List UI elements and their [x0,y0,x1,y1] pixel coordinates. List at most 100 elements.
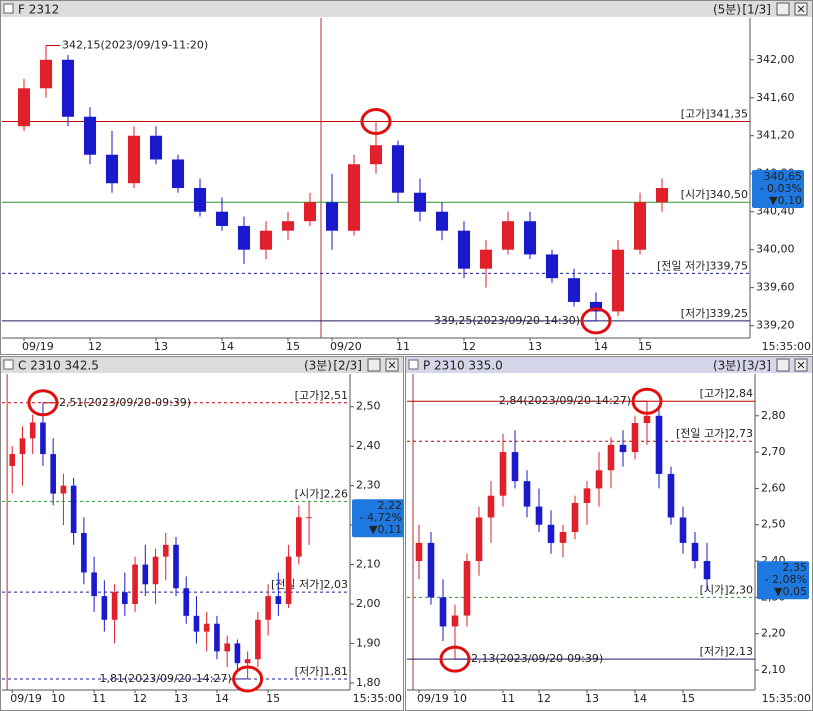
candle-body [589,301,603,312]
x-tick-label: 10 [453,692,467,705]
header-checkbox[interactable] [3,3,14,14]
y-tick-label: 339,20 [756,319,795,332]
candle-body [501,221,515,250]
level-label: [고가]341,35 [681,108,748,121]
candle-body [281,221,295,231]
x-tick-label: 13 [154,340,168,353]
last-diff: ▼0,10 [769,194,802,207]
y-tick-label: 342,00 [756,53,795,66]
candle-body [50,454,56,494]
candle-body [214,623,220,652]
candle-body [193,615,200,632]
candle-body [9,454,16,466]
x-tick-label: 12 [133,692,147,705]
candle-body [439,597,447,627]
y-tick-label: 2,30 [356,479,381,492]
candle-body [583,488,591,503]
header-checkbox[interactable] [3,359,14,370]
panel-frame [405,356,813,711]
last-price-box [352,499,404,538]
candle-body [203,623,210,632]
candle-body [475,517,483,562]
close-icon [388,361,396,369]
x-tick-label: 11 [396,340,410,353]
panel-title: F 2312 [18,3,59,17]
candle-body [479,249,493,269]
candle-body [132,564,138,604]
y-tick-label: 2,70 [761,445,786,458]
last-price: 2,35 [783,561,808,574]
time-label: 15:35:00 [762,692,811,705]
maximize-button[interactable] [367,358,381,372]
candle-body [224,643,230,652]
candle-body [487,495,495,518]
highlight-circle [27,389,59,417]
x-tick-label: 13 [585,692,599,705]
maximize-button[interactable] [776,358,790,372]
candle-body [111,592,118,620]
candle-body [171,159,185,188]
candle-body [244,659,251,664]
last-diff: ▼0,05 [774,585,807,598]
last-price: 340,65 [764,170,803,183]
highlight-circle [580,307,612,335]
panel-header [406,357,812,373]
last-change: - 2,08% [765,573,807,586]
candle-body [91,572,97,597]
y-tick-label: 341,20 [756,129,795,142]
highlight-circle [232,665,264,693]
candle-body [70,485,77,533]
last-price-box [757,561,809,600]
candle-body [255,619,261,660]
y-tick-label: 2,40 [356,439,381,452]
highlight-circle [631,387,663,415]
x-tick-label: 12 [462,340,476,353]
x-tick-label: 14 [594,340,608,353]
candle-body [415,542,423,562]
candle-body [29,422,36,439]
y-tick-label: 340,00 [756,243,795,256]
highlight-circle [360,108,392,136]
candle-body [655,415,663,474]
panel-page: [1/3] [742,3,771,17]
x-tick-label: 12 [88,340,102,353]
y-tick-label: 2,20 [761,627,786,640]
y-tick-label: 2,50 [356,400,381,413]
x-tick-label: 12 [537,692,551,705]
y-tick-label: 2,50 [761,518,786,531]
candle-body [457,230,471,269]
candle-body [451,615,459,627]
candle-body [369,145,383,165]
x-tick-label: 11 [501,692,515,705]
panel-title: P 2310 335.0 [423,359,503,373]
x-tick-label: 14 [633,692,647,705]
maximize-button[interactable] [776,2,790,16]
candle-body [142,564,149,585]
last-change: - 0,03% [760,182,802,195]
level-label: [전일 저가]339,75 [657,258,748,272]
candle-body [655,187,669,203]
level-label: [저가]339,25 [681,307,748,320]
x-tick-label: 15 [681,692,695,705]
candle-body [691,542,699,562]
candle-body [391,145,405,193]
candle-body [463,561,471,616]
candle-body [559,532,567,543]
level-label: [시가]2,30 [700,583,753,596]
y-tick-label: 341,60 [756,91,795,104]
panel-interval: (3분) [713,359,741,373]
candle-body [162,544,169,557]
level-label: [고가]2,84 [700,387,753,400]
candle-body [545,254,559,279]
last-change: - 4,72% [360,511,402,524]
x-tick-label: 10 [51,692,65,705]
y-tick-label: 2,10 [761,663,786,676]
candle-body [296,517,302,557]
annotation-text: 2,84(2023/09/20-14:27) [499,394,631,407]
y-tick-label: 1,90 [356,636,381,649]
level-label: [시가]2,26 [295,487,348,500]
last-diff: ▼0,11 [369,523,402,536]
candle-body [631,423,639,453]
header-checkbox[interactable] [408,359,419,370]
